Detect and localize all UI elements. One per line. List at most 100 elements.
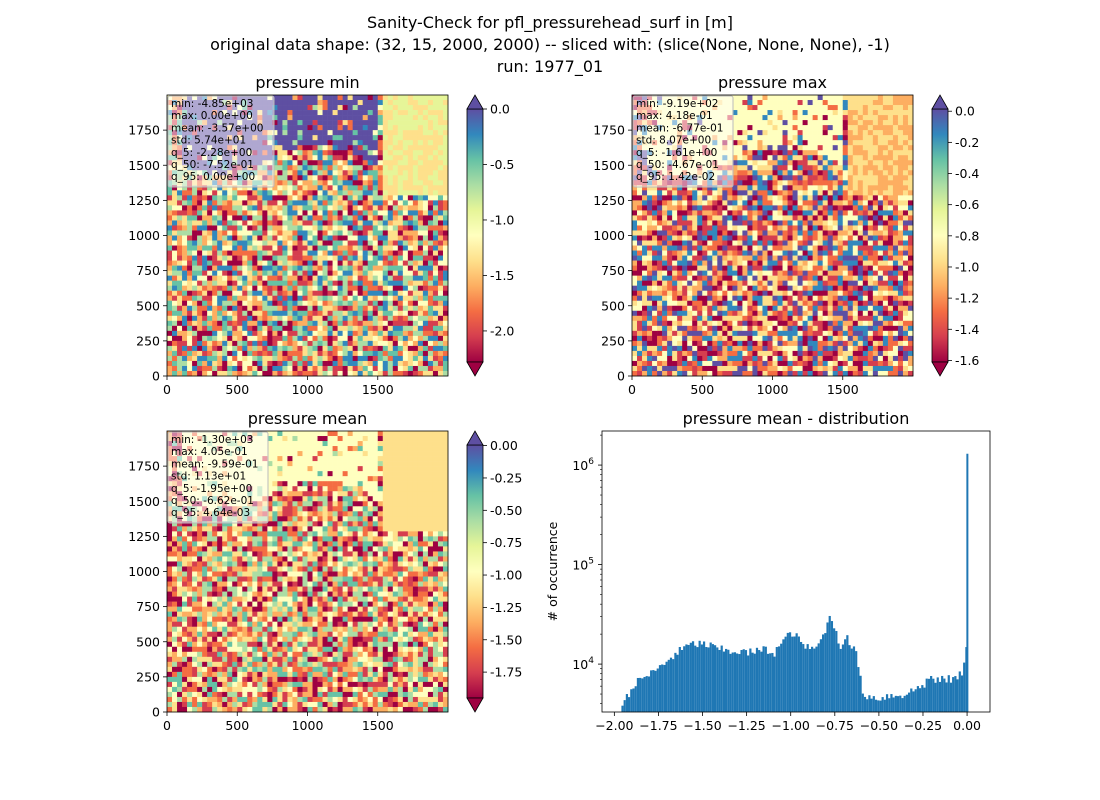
- histogram-bar: [758, 650, 761, 712]
- x-tick-label: 500: [225, 718, 249, 733]
- histogram-bar: [826, 622, 829, 712]
- map-panel-3: pressure mean 0 500 1000 1500 0 250 500 750 1000 1…: [128, 409, 522, 733]
- y-tick-label: 750: [136, 599, 160, 614]
- histogram-bar: [855, 651, 858, 712]
- histogram-bar: [846, 635, 849, 712]
- histogram-bar: [905, 694, 908, 712]
- histogram-panel: pressure mean - distribution −2.00 −1.75 −1…: [545, 409, 991, 733]
- histogram-bar: [700, 644, 703, 712]
- histogram-bar: [753, 653, 756, 712]
- histogram-bar: [894, 695, 897, 712]
- histogram-bar: [892, 697, 895, 712]
- histogram-bar: [850, 648, 853, 712]
- histogram-bar: [669, 657, 673, 712]
- stats-box-bg: [167, 95, 275, 188]
- histogram-bar: [881, 697, 884, 712]
- x-tick-label: −1.75: [639, 718, 677, 733]
- histogram-bar: [916, 686, 920, 712]
- x-tick-label: −1.00: [772, 718, 810, 733]
- histogram-bar: [828, 615, 831, 712]
- histogram-bar: [751, 652, 754, 712]
- stats-line: mean: -9.59e-01: [171, 458, 258, 470]
- histogram-bar: [636, 677, 640, 712]
- y-tick-label: 1000: [593, 228, 625, 243]
- histogram-bar: [861, 693, 864, 712]
- stats-line: mean: -3.57e+00: [171, 122, 263, 134]
- histogram-bar: [888, 698, 891, 712]
- histogram-bar: [907, 692, 911, 712]
- stats-line: std: 1.13e+01: [171, 471, 246, 483]
- stats-line: min: -9.19e+02: [636, 98, 718, 110]
- histogram-bar: [705, 647, 708, 712]
- histogram-bar: [755, 647, 759, 712]
- x-tick-label: −1.25: [727, 718, 765, 733]
- histogram-bar: [890, 694, 893, 712]
- histogram-bar: [661, 664, 664, 712]
- histogram-bar: [771, 652, 774, 712]
- histogram-bar: [934, 682, 937, 712]
- histogram-bar: [808, 649, 811, 712]
- histogram-bar: [949, 682, 953, 712]
- stats-line: min: -1.30e+03: [171, 434, 253, 446]
- histogram-bar: [804, 648, 807, 712]
- stats-line: q_50: -7.52e-01: [171, 159, 254, 171]
- histogram-bar: [963, 662, 966, 712]
- stats-line: mean: -6.77e-01: [636, 122, 723, 134]
- y-tick-label: 1500: [128, 494, 160, 509]
- stats-line: q_5: -2.28e+00: [171, 147, 252, 159]
- y-tick-label: 1750: [128, 459, 160, 474]
- histogram-bar: [694, 645, 697, 712]
- histogram-bar: [921, 685, 924, 712]
- histogram-bar: [932, 678, 935, 712]
- y-tick-label: 0: [152, 369, 160, 384]
- x-tick-label: −2.00: [595, 718, 633, 733]
- colorbar-tick-label: 0.00: [490, 438, 518, 453]
- histogram-bar: [945, 682, 948, 712]
- histogram-bar: [919, 688, 922, 712]
- colorbar-tick-label: -0.5: [490, 157, 514, 172]
- x-tick-label: 500: [225, 382, 249, 397]
- histogram-bar: [702, 641, 706, 712]
- histogram-bar: [877, 700, 880, 712]
- histogram-bar: [780, 643, 783, 712]
- colorbar-tick-label: -2.0: [490, 323, 514, 338]
- histogram-bar: [628, 697, 631, 712]
- histogram-bar: [760, 651, 763, 712]
- histogram-bar: [738, 654, 741, 712]
- y-tick-label: 250: [136, 333, 160, 348]
- histogram-bar: [731, 652, 734, 712]
- stats-line: q_50: -6.62e-01: [171, 495, 254, 507]
- histogram-bar: [923, 687, 926, 712]
- stats-line: q_95: 0.00e+00: [171, 171, 255, 183]
- histogram-bar: [722, 651, 726, 712]
- histogram-bar: [625, 694, 629, 712]
- figure-title: Sanity-Check for pfl_pressurehead_surf i…: [367, 13, 733, 32]
- colorbar-tick-label: -0.75: [490, 535, 522, 550]
- x-tick-label: −0.75: [816, 718, 854, 733]
- histogram-bar: [938, 681, 942, 712]
- histogram-bar: [802, 644, 805, 712]
- histogram-bar: [956, 679, 959, 712]
- histogram-frame: [601, 430, 991, 713]
- x-tick-label: 1000: [292, 718, 324, 733]
- histogram-bar: [788, 632, 792, 712]
- histogram-bar: [733, 652, 737, 712]
- histogram-bar: [678, 646, 681, 712]
- histogram-bar: [901, 698, 904, 712]
- colorbar-gradient: [466, 444, 484, 699]
- histogram-bar: [793, 636, 796, 712]
- histogram-bar: [742, 649, 745, 712]
- histogram-bar: [927, 678, 931, 712]
- colorbar-extend-bottom: [466, 361, 484, 377]
- histogram-bar: [663, 664, 666, 712]
- y-tick-label: 1000: [128, 564, 160, 579]
- histogram-bar: [863, 696, 867, 712]
- x-tick-label: 500: [690, 382, 714, 397]
- y-tick-label: 1250: [128, 193, 160, 208]
- histogram-bar: [645, 676, 648, 712]
- histogram-bar: [914, 689, 917, 712]
- histogram-bar: [830, 621, 834, 712]
